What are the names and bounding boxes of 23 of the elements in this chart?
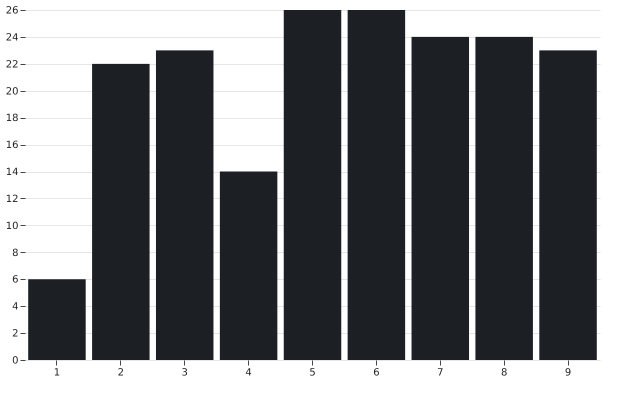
x-tick-label: 4 bbox=[245, 368, 252, 378]
x-tick-label: 7 bbox=[437, 368, 444, 378]
y-tick-label: 2 bbox=[12, 328, 18, 340]
y-tick-label: 24 bbox=[6, 32, 18, 44]
y-tick-label: 20 bbox=[6, 86, 18, 98]
x-tick-label: 1 bbox=[54, 368, 60, 378]
y-tick-label: 10 bbox=[6, 220, 18, 232]
x-tick-label: 3 bbox=[182, 368, 188, 378]
x-tick-label: 9 bbox=[564, 368, 572, 378]
y-tick-label: 18 bbox=[6, 113, 18, 124]
y-tick-label: 26 bbox=[6, 6, 18, 16]
x-tick-label: 6 bbox=[373, 368, 380, 378]
y-tick-label: 6 bbox=[12, 274, 18, 286]
y-tick-label: 14 bbox=[6, 167, 18, 178]
y-tick-label: 12 bbox=[6, 194, 18, 205]
y-tick-label: 22 bbox=[6, 59, 18, 70]
y-tick-label: 16 bbox=[6, 140, 18, 152]
y-tick-label: 4 bbox=[12, 302, 18, 313]
x-tick-label: 2 bbox=[118, 368, 124, 378]
y-tick-label: 0 bbox=[12, 356, 18, 366]
y-tick-label: 8 bbox=[12, 248, 18, 259]
x-tick-label: 8 bbox=[500, 368, 508, 378]
x-tick-label: 5 bbox=[309, 368, 316, 378]
